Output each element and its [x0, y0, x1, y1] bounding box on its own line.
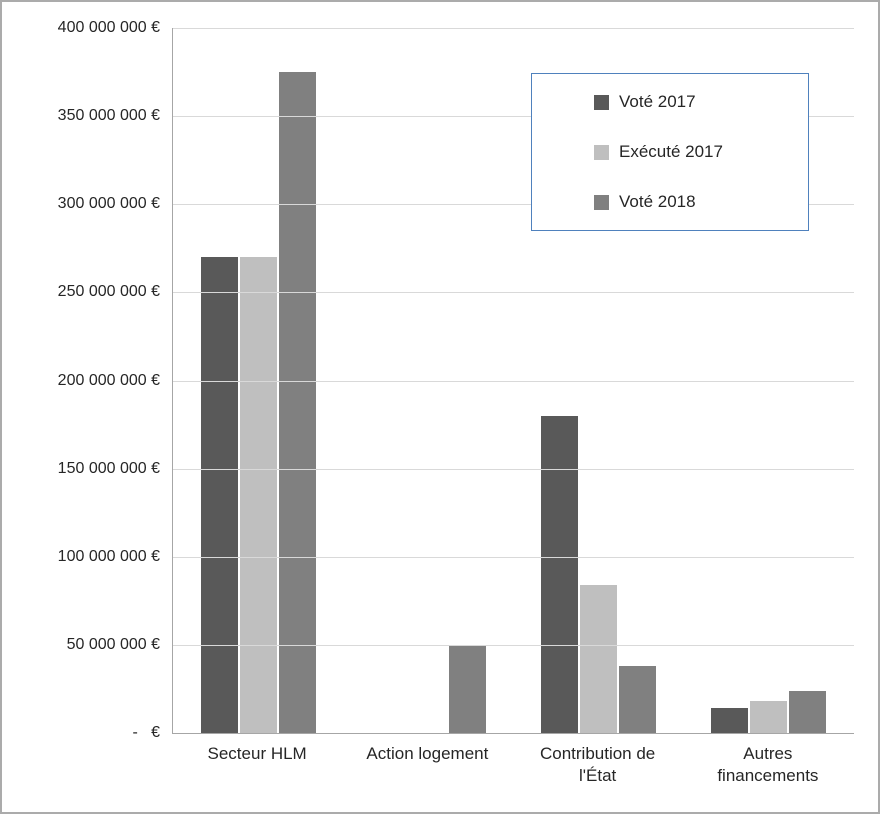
legend-swatch-icon — [594, 194, 609, 210]
y-axis: 400 000 000 € 350 000 000 € 300 000 000 € 2… — [2, 19, 160, 741]
y-axis-tick-label: 150 000 000 € — [57, 459, 160, 477]
legend-swatch-icon — [594, 144, 609, 160]
gridline — [173, 644, 854, 646]
x-axis-tick-label: Autres financements — [717, 744, 819, 786]
y-axis-tick-label: 250 000 000 € — [57, 283, 160, 301]
bar-group — [684, 28, 854, 733]
bar — [448, 644, 486, 733]
x-axis-tick: Autres financements — [683, 743, 853, 787]
x-axis-tick: Contribution de l'État — [513, 743, 683, 787]
bar — [750, 701, 788, 733]
bar — [541, 415, 579, 733]
gridline — [173, 380, 854, 382]
x-axis-tick-label: Secteur HLM — [207, 744, 307, 763]
legend-entry: Voté 2017 — [594, 92, 808, 112]
x-axis-tick-label: Action logement — [366, 744, 489, 763]
y-axis-tick-label: 100 000 000 € — [57, 547, 160, 565]
y-axis-tick-label: - € — [132, 724, 160, 741]
gridline — [173, 292, 854, 294]
bar — [239, 257, 277, 733]
gridline — [173, 116, 854, 118]
bar-group — [343, 28, 513, 733]
y-axis-tick-label: 350 000 000 € — [57, 107, 160, 125]
legend-swatch-icon — [594, 94, 609, 110]
y-axis-tick-label: 300 000 000 € — [57, 195, 160, 213]
x-axis: Secteur HLM Action logement Contribution d… — [172, 743, 853, 787]
bar — [789, 690, 827, 733]
gridline — [173, 468, 854, 470]
legend-entry: Exécuté 2017 — [594, 142, 808, 162]
bar-group — [173, 28, 343, 733]
bar — [200, 257, 238, 733]
y-axis-tick-label: 200 000 000 € — [57, 371, 160, 389]
y-axis-tick-label: 400 000 000 € — [57, 19, 160, 36]
legend-entry: Voté 2018 — [594, 192, 808, 212]
plot-area — [172, 28, 854, 734]
legend: Voté 2017 Exécuté 2017 Voté 2018 — [531, 73, 809, 231]
gridline — [173, 556, 854, 558]
x-axis-tick: Secteur HLM — [172, 743, 342, 787]
legend-label: Voté 2017 — [619, 92, 696, 111]
legend-label: Voté 2018 — [619, 192, 696, 211]
bar — [278, 72, 316, 733]
gridline — [173, 204, 854, 206]
y-axis-tick-label: 50 000 000 € — [66, 635, 160, 653]
legend-label: Exécuté 2017 — [619, 142, 723, 161]
bar — [580, 584, 618, 733]
bar — [711, 708, 749, 733]
gridline — [173, 28, 854, 29]
x-axis-tick-label: Contribution de l'État — [539, 744, 656, 786]
x-axis-tick: Action logement — [342, 743, 512, 787]
bar — [619, 666, 657, 733]
